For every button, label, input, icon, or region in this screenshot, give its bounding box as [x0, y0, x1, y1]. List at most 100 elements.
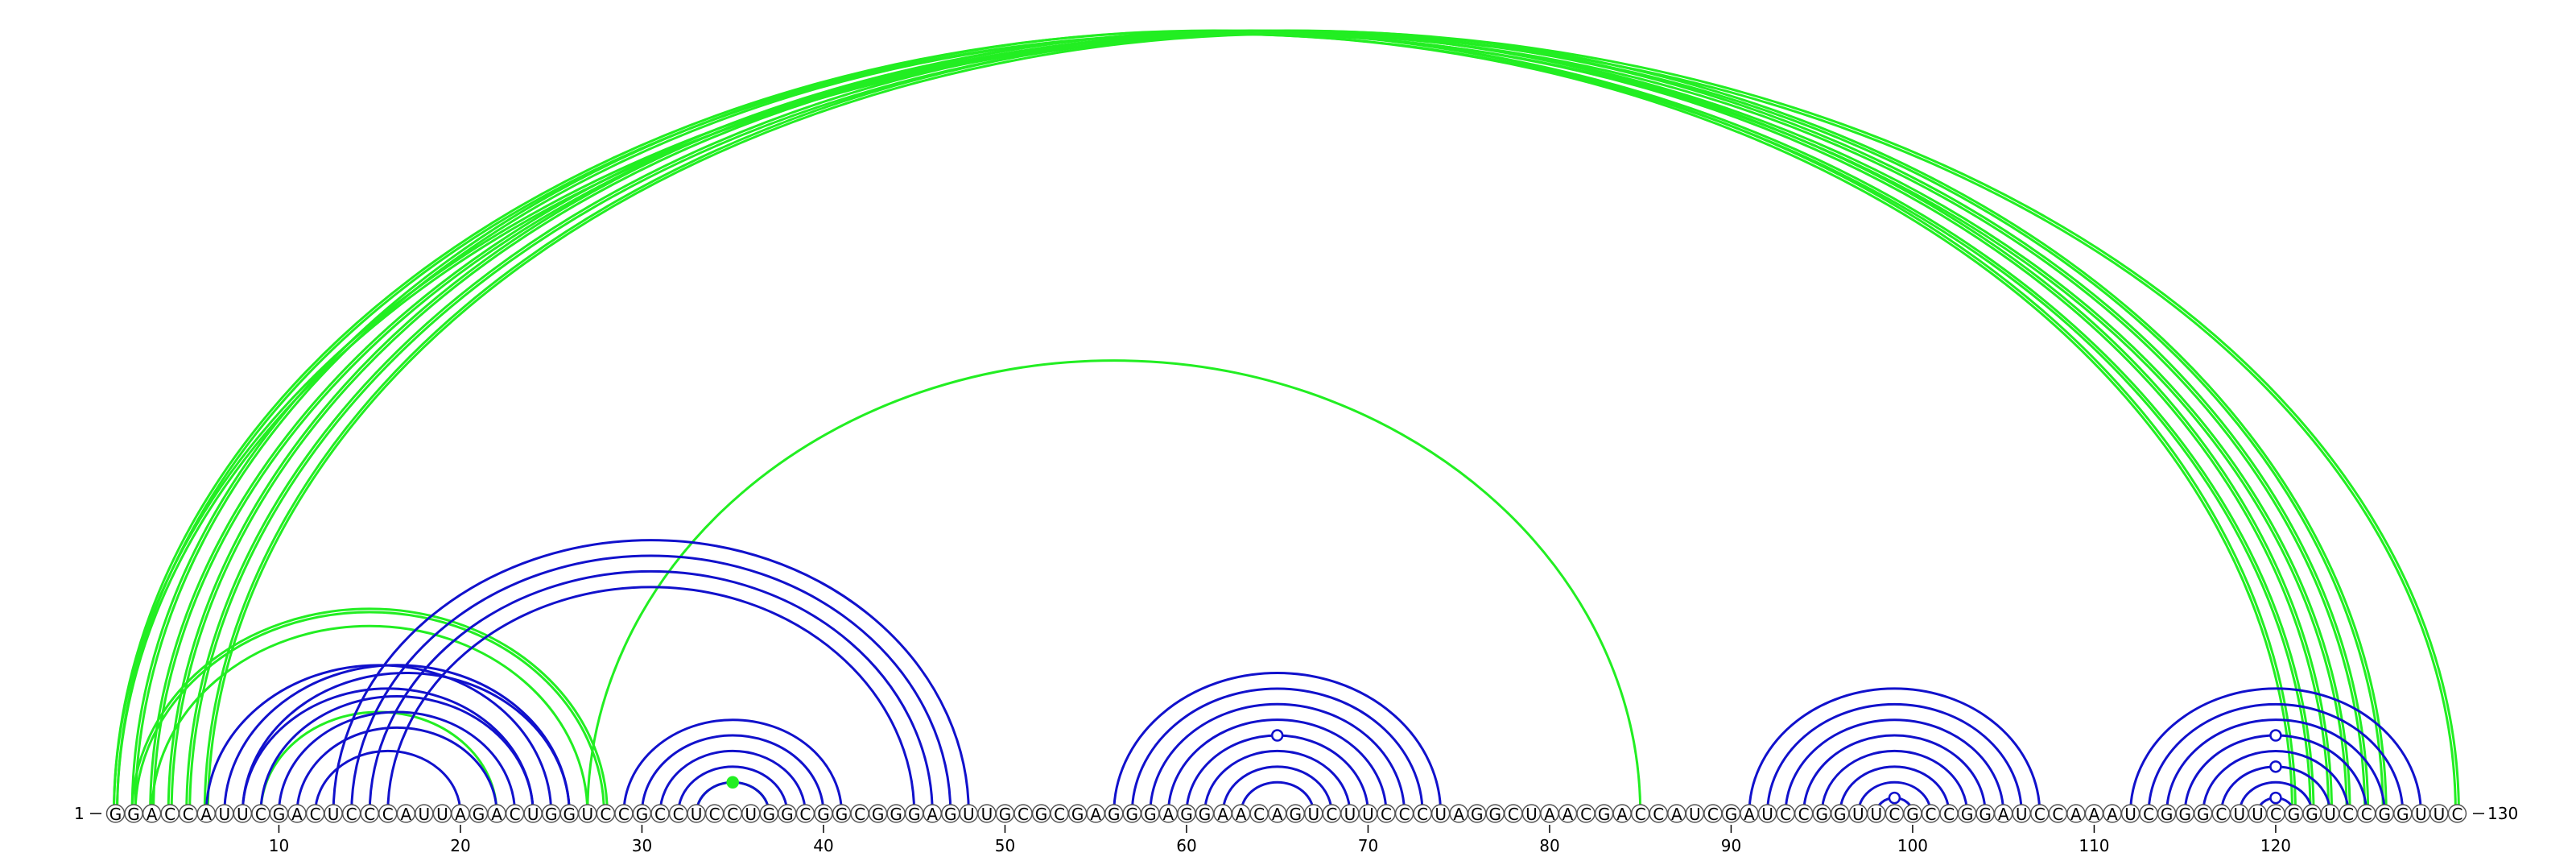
nucleotide: A	[1667, 804, 1686, 824]
base-pair-arc	[188, 32, 2367, 814]
nucleotide: G	[2175, 804, 2194, 824]
nucleotide-letter: U	[1362, 805, 1374, 824]
nucleotide: G	[759, 804, 779, 824]
nucleotide: C	[178, 804, 198, 824]
base-pair-arc	[2202, 749, 2350, 814]
nucleotide: G	[2157, 804, 2177, 824]
nucleotide-letter: G	[2178, 805, 2191, 824]
nucleotide-letter: C	[2034, 805, 2046, 824]
nucleotide-letter: G	[944, 805, 957, 824]
nucleotide-letter: C	[1889, 805, 1900, 824]
nucleotide: G	[1721, 804, 1741, 824]
nucleotide-letter: G	[999, 805, 1012, 824]
base-pair-arc	[2147, 702, 2405, 814]
nucleotide: G	[1141, 804, 1160, 824]
base-pair-arc	[130, 607, 609, 814]
nucleotide-letter: U	[1689, 805, 1701, 824]
nucleotide-letter: A	[2089, 805, 2100, 824]
nucleotide: A	[1993, 804, 2013, 824]
nucleotide: U	[2012, 804, 2031, 824]
nucleotide-letter: G	[1035, 805, 1048, 824]
nucleotide: G	[1468, 804, 1487, 824]
nucleotide-letter: G	[1489, 805, 1502, 824]
base-pair-arc	[241, 671, 571, 814]
nucleotide-letter: C	[1253, 805, 1265, 824]
nucleotide: U	[233, 804, 253, 824]
nucleotide-letter: G	[1108, 805, 1121, 824]
nucleotide-letter: G	[2288, 805, 2301, 824]
nucleotide-letter: U	[1307, 805, 1319, 824]
nucleotide-letter: C	[510, 805, 521, 824]
nucleotide-letter: C	[654, 805, 666, 824]
base-pair-arc	[2165, 718, 2386, 814]
nucleotide-letter: A	[291, 805, 303, 824]
nucleotide-letter: U	[237, 805, 249, 824]
nucleotide-letter: U	[2124, 805, 2136, 824]
nucleotide-letter: C	[1580, 805, 1591, 824]
arc-marker	[726, 776, 739, 789]
base-pair-arc	[332, 539, 970, 814]
nucleotide: A	[196, 804, 216, 824]
nucleotide-letter: C	[1798, 805, 1810, 824]
nucleotide: G	[1594, 804, 1614, 824]
nucleotide: U	[2411, 804, 2431, 824]
nucleotide-letter: U	[1761, 805, 1773, 824]
base-pair-arc	[1221, 765, 1333, 814]
nucleotide-letter: C	[310, 805, 321, 824]
nucleotide-letter: U	[2016, 805, 2028, 824]
nucleotide-letter: C	[799, 805, 811, 824]
nucleotide-letter: G	[1961, 805, 1974, 824]
nucleotide-letter: U	[218, 805, 230, 824]
base-pair-arc	[116, 32, 2457, 814]
nucleotide: G	[1812, 804, 1831, 824]
nucleotide: A	[1740, 804, 1759, 824]
nucleotide-letter: A	[1217, 805, 1228, 824]
nucleotide-letter: G	[1180, 805, 1193, 824]
nucleotide-letter: A	[1272, 805, 1283, 824]
nucleotide: G	[105, 804, 126, 824]
base-pair-arc	[206, 32, 2384, 814]
nucleotide: G	[995, 804, 1015, 824]
nucleotide: G	[1831, 804, 1850, 824]
nucleotide-letter: U	[581, 805, 593, 824]
position-axis: 10 20 30 40 50 60 70 80 90 100 110 120	[269, 825, 2291, 855]
nucleotide: C	[1630, 804, 1650, 824]
base-pair-arc	[203, 29, 2388, 814]
nucleotide-letter: C	[382, 805, 394, 824]
nucleotide-letter: U	[527, 805, 539, 824]
nucleotide: A	[2084, 804, 2104, 824]
base-pair-arc	[185, 29, 2370, 814]
base-pair-arc	[130, 29, 2297, 814]
nucleotide-letter: U	[963, 805, 975, 824]
nucleotide-letter: U	[2252, 805, 2264, 824]
nucleotide-letter: G	[836, 805, 848, 824]
base-pair-arc	[658, 749, 807, 814]
nucleotide-letter: C	[2270, 805, 2281, 824]
nucleotide: A	[1449, 804, 1468, 824]
nucleotide: C	[704, 804, 724, 824]
nucleotide: U	[2120, 804, 2140, 824]
base-pair-arc	[223, 664, 571, 814]
base-pair-arc	[350, 554, 952, 814]
base-pair-arc	[586, 359, 1642, 814]
nucleotide: U	[432, 804, 452, 824]
axis-tick-label: 110	[2079, 836, 2109, 855]
nucleotide-letter: C	[673, 805, 684, 824]
nucleotide: U	[1848, 804, 1868, 824]
nucleotide: U	[1757, 804, 1777, 824]
nucleotide: U	[1340, 804, 1360, 824]
nucleotide-letter: A	[2107, 805, 2118, 824]
nucleotide-letter: C	[1399, 805, 1410, 824]
nucleotide: C	[1413, 804, 1432, 824]
nucleotide-letter: G	[1144, 805, 1157, 824]
nucleotide-letter: G	[545, 805, 558, 824]
nucleotide: U	[1521, 804, 1542, 824]
nucleotide-letter: A	[1090, 805, 1101, 824]
nucleotide-letter: A	[1544, 805, 1555, 824]
base-pair-arc	[314, 749, 462, 814]
nucleotide-letter: A	[200, 805, 212, 824]
base-pair-arc	[1766, 702, 2023, 814]
nucleotide: G	[886, 804, 906, 824]
base-pair-arc	[114, 31, 2314, 814]
nucleotide-letter: C	[1054, 805, 1065, 824]
